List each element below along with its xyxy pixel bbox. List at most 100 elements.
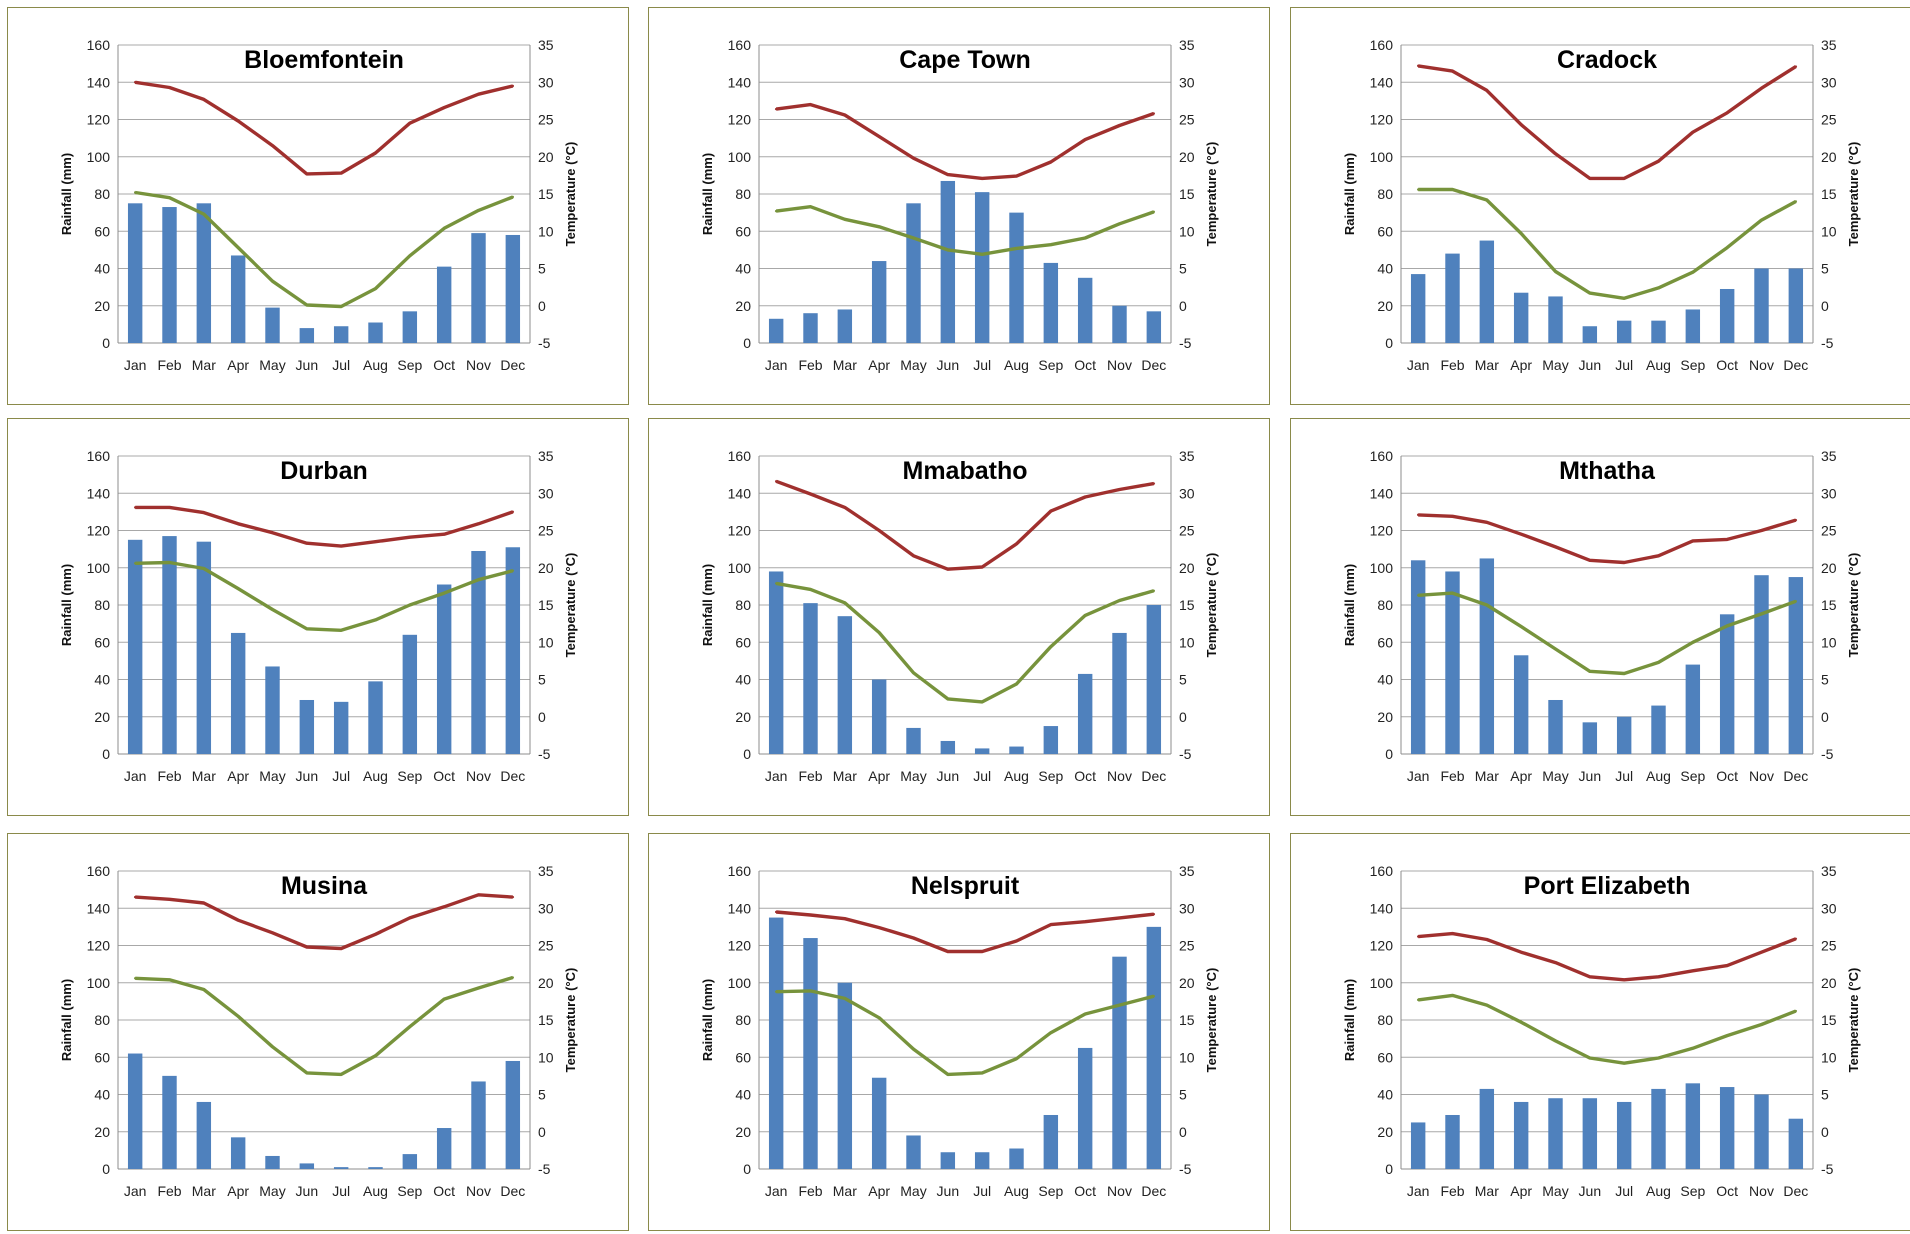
y-axis-label: Rainfall (mm) (700, 153, 715, 235)
y2-tick-label: 0 (538, 1124, 546, 1140)
rainfall-bar (505, 1060, 521, 1169)
x-tick-label: Jan (1407, 1183, 1430, 1199)
temp-max-point (877, 926, 881, 929)
rainfall-bar (162, 536, 177, 754)
temp-min-point (442, 591, 446, 595)
temp-min-line (135, 560, 514, 633)
temp-max-point (843, 113, 847, 117)
y2-tick-label: 5 (1179, 672, 1187, 688)
x-tick-label: Oct (1716, 357, 1738, 373)
y2-tick-label: 30 (1179, 74, 1195, 90)
y2-tick-label: 35 (538, 863, 554, 879)
temp-max-point (1554, 152, 1557, 155)
y2-tick-label: 10 (1179, 634, 1195, 650)
x-tick-label: Jul (1615, 357, 1633, 373)
rainfall-bar (402, 311, 418, 343)
y-tick-label: 20 (735, 709, 751, 725)
rainfall-bar (333, 1167, 349, 1169)
rainfall-bar (1077, 277, 1093, 343)
temp-min-point (946, 1073, 950, 1076)
y-tick-label: 40 (1377, 1087, 1393, 1103)
rainfall-bar (871, 679, 887, 754)
temp-max-line (1418, 513, 1797, 565)
plot-area: 0 20 40 60 80 100 120 140 160 -5 0 5 10 15 20 25 30 35 Jan… (728, 448, 1195, 784)
temp-min-point (1485, 198, 1489, 202)
temp-max-point (236, 119, 240, 123)
rainfall-bar (505, 547, 521, 754)
x-tick-label: Sep (397, 768, 422, 784)
y2-tick-label: 5 (538, 261, 546, 277)
y2-tick-label: -5 (1179, 746, 1192, 762)
temp-max-point (809, 492, 812, 496)
y2-tick-label: 25 (1821, 938, 1837, 954)
temp-max-point (1691, 969, 1695, 973)
y2-tick-label: 25 (538, 523, 554, 539)
x-tick-label: Nov (1107, 768, 1132, 784)
x-tick-label: May (259, 768, 285, 784)
x-tick-label: Mar (1475, 1183, 1499, 1199)
temp-max-point (202, 901, 206, 905)
temp-min-point (1622, 1062, 1626, 1065)
temp-min-point (477, 209, 480, 212)
temp-min-point (408, 254, 412, 258)
y-tick-label: 20 (94, 1124, 110, 1140)
y-tick-label: 20 (94, 709, 110, 725)
temp-max-point (511, 895, 515, 899)
rainfall-bar (1582, 722, 1598, 754)
temp-min-point (271, 1045, 274, 1049)
temp-max-point (442, 533, 446, 536)
y2-tick-label: 10 (1821, 1049, 1837, 1065)
temp-min-point (1760, 218, 1763, 222)
x-tick-label: Mar (833, 768, 857, 784)
rainfall-bar (1479, 1088, 1495, 1169)
x-tick-label: Jun (1579, 1183, 1602, 1199)
y-tick-label: 60 (735, 223, 751, 239)
x-tick-label: Jul (332, 357, 350, 373)
temp-min-point (477, 578, 480, 581)
temp-max-point (843, 506, 847, 509)
temp-min-point (1657, 1056, 1660, 1060)
plot-area: 0 20 40 60 80 100 120 140 160 -5 0 5 10 15 20 25 30 35 Jan… (1370, 448, 1837, 784)
x-tick-label: Jul (973, 768, 991, 784)
temp-min-point (1416, 594, 1420, 597)
temp-min-point (843, 997, 847, 1000)
rainfall-bar (803, 603, 818, 754)
temp-max-point (442, 106, 446, 109)
x-tick-label: Apr (227, 357, 249, 373)
temp-min-point (271, 279, 274, 283)
y-tick-label: 20 (1377, 709, 1393, 725)
rainfall-bar (265, 666, 280, 754)
chart-panel-1: 0 20 40 60 80 100 120 140 160 -5 0 5 10 15 20 25 30 35 Jan… (648, 7, 1270, 405)
y-tick-label: 100 (728, 975, 752, 991)
rainfall-bar (1582, 1098, 1598, 1169)
y-tick-label: 140 (87, 485, 111, 501)
x-tick-label: Mar (192, 768, 216, 784)
rainfall-bar (333, 701, 349, 754)
x-tick-label: Dec (1141, 357, 1166, 373)
temp-min-point (1118, 222, 1121, 225)
rainfall-bar (1582, 326, 1598, 343)
temp-min-point (1015, 682, 1018, 686)
chart-panel-2: 0 20 40 60 80 100 120 140 160 -5 0 5 10 15 20 25 30 35 Jan… (1290, 7, 1910, 405)
y2-tick-label: 5 (1821, 261, 1829, 277)
temp-min-point (202, 212, 206, 216)
y2-tick-label: 35 (1821, 448, 1837, 464)
rainfall-bar (871, 261, 887, 343)
temp-min-point (305, 1071, 309, 1075)
temp-min-point (339, 305, 343, 308)
chart-1: 0 20 40 60 80 100 120 140 160 -5 0 5 10 15 20 25 30 35 Jan… (700, 37, 1219, 373)
chart-7: 0 20 40 60 80 100 120 140 160 -5 0 5 10 15 20 25 30 35 Jan… (700, 863, 1219, 1199)
temp-max-point (1416, 64, 1420, 68)
temp-max-point (1691, 539, 1695, 543)
temp-max-point (1015, 542, 1018, 546)
temp-min-point (1485, 603, 1489, 607)
temp-max-point (339, 947, 343, 950)
x-tick-label: Apr (1510, 768, 1532, 784)
y2-tick-label: 15 (538, 597, 554, 613)
y-tick-label: 20 (735, 298, 751, 314)
temp-min-point (980, 1071, 984, 1075)
rainfall-bar (299, 328, 315, 343)
y-tick-label: 160 (728, 863, 752, 879)
y2-tick-label: 10 (538, 1049, 554, 1065)
y2-tick-label: 10 (538, 634, 554, 650)
